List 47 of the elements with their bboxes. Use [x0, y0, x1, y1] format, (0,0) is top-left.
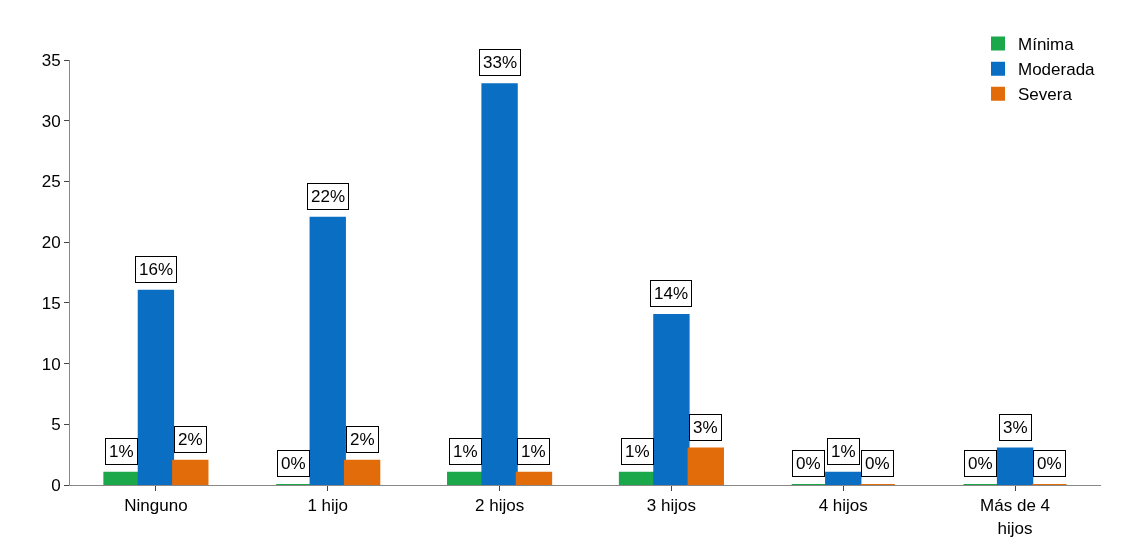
data-label: 1% [521, 442, 546, 461]
data-label: 1% [625, 442, 650, 461]
data-label: 3% [693, 418, 718, 437]
data-label: 33% [483, 53, 518, 72]
y-tick-label: 20 [41, 233, 61, 253]
x-tick-label: 1 hijo [307, 496, 349, 516]
data-label: 0% [1037, 454, 1062, 473]
x-tick-label: Ninguno [124, 496, 188, 516]
data-label: 3% [1003, 418, 1028, 437]
x-tick-label: 4 hijos [818, 496, 868, 516]
bar [687, 447, 724, 485]
x-tick-label: 3 hijos [646, 496, 696, 516]
bar [653, 314, 690, 485]
data-label: 0% [796, 454, 821, 473]
data-label: 0% [281, 454, 306, 473]
data-label: 2% [350, 430, 375, 449]
bar [172, 459, 209, 485]
bar [618, 471, 656, 485]
bar [825, 471, 862, 485]
legend-label: Severa [1018, 85, 1073, 105]
bar [481, 83, 518, 485]
data-label: 2% [178, 430, 203, 449]
data-label: 14% [654, 284, 689, 303]
data-label: 22% [311, 187, 346, 206]
bar [309, 216, 346, 485]
data-label: 16% [139, 260, 174, 279]
bar [515, 471, 553, 485]
y-tick-label: 0 [51, 475, 61, 495]
bar [137, 289, 175, 485]
x-tick-label: 2 hijos [475, 496, 525, 516]
bar [447, 471, 484, 485]
data-label: 0% [968, 454, 993, 473]
y-tick-label: 30 [41, 111, 61, 131]
data-label: 1% [453, 442, 478, 461]
y-tick-label: 25 [41, 172, 61, 192]
data-label: 1% [831, 442, 856, 461]
y-tick-label: 5 [51, 415, 61, 435]
data-label: 1% [109, 442, 134, 461]
legend-label: Mínima [1018, 35, 1075, 55]
bar [343, 459, 381, 485]
legend-label: Moderada [1018, 60, 1096, 80]
y-tick-label: 35 [41, 50, 61, 70]
x-tick-label: Más de 4 hijos [980, 496, 1051, 538]
y-tick-label: 10 [41, 354, 61, 374]
data-label: 0% [865, 454, 890, 473]
y-tick-label: 15 [41, 293, 61, 313]
bar [103, 471, 140, 485]
